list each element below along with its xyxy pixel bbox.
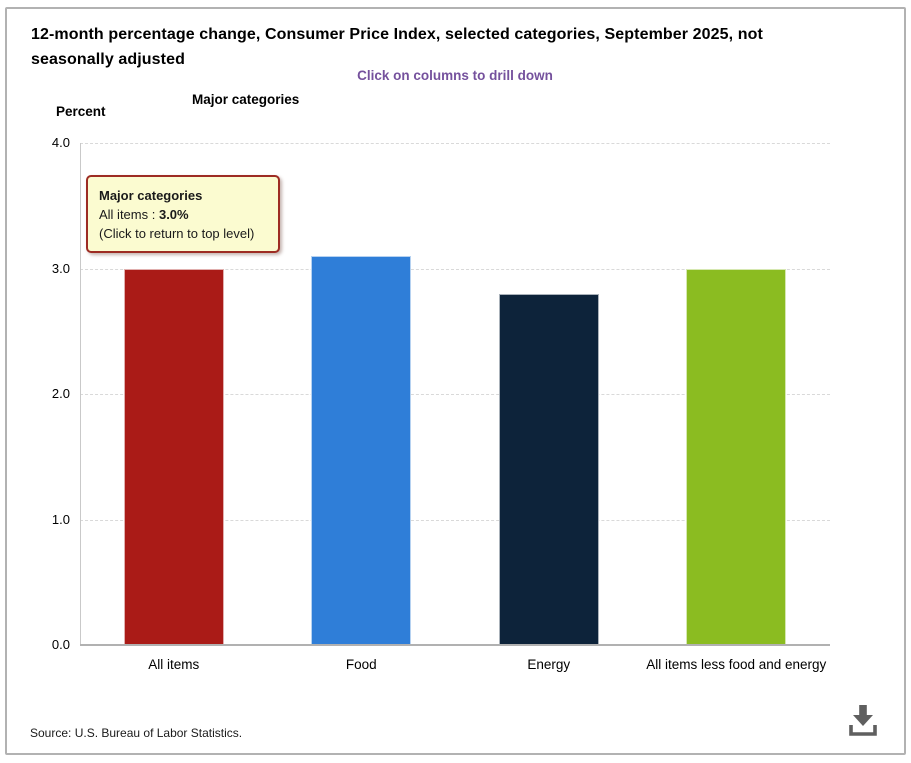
y-axis-title: Percent — [56, 104, 106, 119]
drilldown-hint: Click on columns to drill down — [357, 68, 553, 83]
download-button[interactable] — [846, 702, 880, 739]
source-note: Source: U.S. Bureau of Labor Statistics. — [30, 726, 243, 740]
tooltip-series-line: All items : 3.0% — [99, 205, 267, 224]
bar-all-items[interactable] — [123, 268, 224, 645]
bar-energy[interactable] — [498, 293, 599, 645]
tooltip-note: (Click to return to top level) — [99, 226, 255, 241]
chart-title: 12-month percentage change, Consumer Pri… — [31, 26, 763, 68]
drilldown-tooltip[interactable]: Major categories All items : 3.0% (Click… — [86, 175, 280, 253]
tooltip-heading: Major categories — [99, 188, 203, 203]
bar-all-items-less-food-and-energy[interactable] — [686, 268, 787, 645]
drill-level-label: Major categories — [192, 92, 300, 107]
download-icon — [849, 705, 877, 736]
tooltip-series-label: All items : — [99, 207, 159, 222]
tooltip-value: 3.0% — [158, 207, 189, 222]
bar-food[interactable] — [311, 255, 412, 645]
